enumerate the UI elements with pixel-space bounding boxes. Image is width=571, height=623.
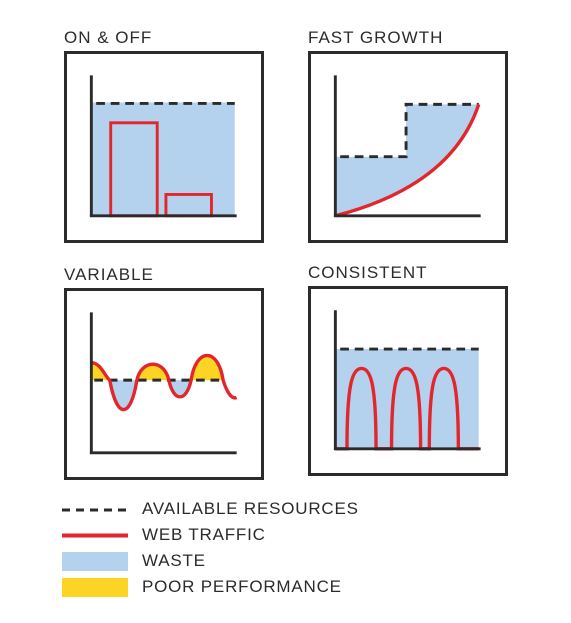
traffic-pulses xyxy=(335,366,479,451)
panel-variable xyxy=(64,288,264,480)
waste-area xyxy=(335,349,479,450)
legend-item-web-traffic: WEB TRAFFIC xyxy=(62,524,382,546)
panel-title-variable: VARIABLE xyxy=(64,265,154,284)
traffic-wave xyxy=(91,353,238,412)
traffic-curve xyxy=(334,103,481,218)
panel-title-on-off: ON & OFF xyxy=(64,28,153,47)
panel-consistent xyxy=(308,286,508,476)
on-off-diagram xyxy=(89,75,237,218)
panel-on-off xyxy=(64,51,264,243)
legend-label-poor-performance: POOR PERFORMANCE xyxy=(142,577,342,596)
available-resources-line xyxy=(340,102,479,159)
legend-label-waste: WASTE xyxy=(142,551,206,570)
legend-label-available-resources: AVAILABLE RESOURCES xyxy=(142,499,359,518)
red-line-icon xyxy=(62,533,128,538)
legend-item-available-resources: AVAILABLE RESOURCES xyxy=(62,498,382,520)
waste-area xyxy=(335,104,479,216)
waste-area xyxy=(91,102,235,216)
fast-growth-diagram xyxy=(333,75,481,218)
yellow-swatch-icon xyxy=(62,578,128,597)
panel-title-fast-growth: FAST GROWTH xyxy=(308,28,444,47)
legend-item-poor-performance: POOR PERFORMANCE xyxy=(62,576,382,598)
legend-label-web-traffic: WEB TRAFFIC xyxy=(142,525,266,544)
dashed-line-icon xyxy=(62,508,128,512)
panel-title-consistent: CONSISTENT xyxy=(308,263,428,282)
panel-fast-growth xyxy=(308,51,508,243)
variable-diagram xyxy=(89,312,238,455)
consistent-diagram xyxy=(333,310,481,451)
legend-item-waste: WASTE xyxy=(62,550,382,572)
blue-swatch-icon xyxy=(62,552,128,571)
